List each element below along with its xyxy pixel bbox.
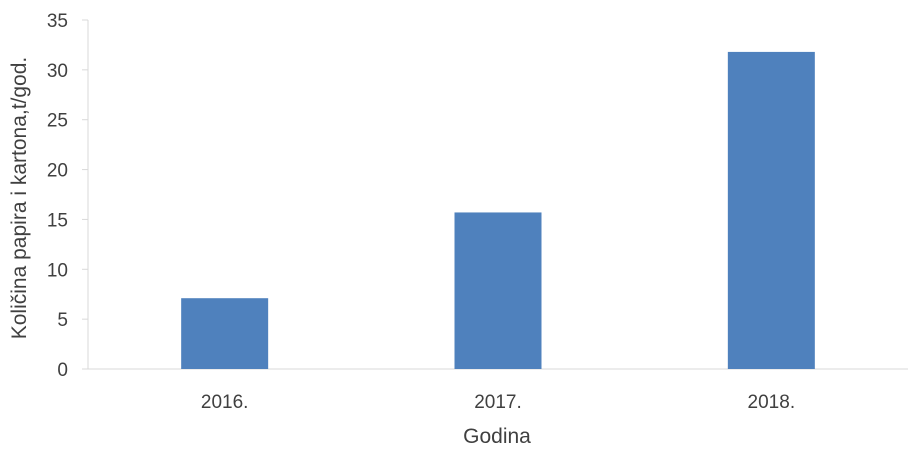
x-axis-ticks: 2016. 2017. 2018.: [201, 392, 795, 413]
x-tick-label: 2018.: [748, 392, 796, 413]
y-tick-label: 0: [57, 360, 68, 381]
bar-2018: [727, 51, 815, 370]
y-tick-label: 5: [57, 310, 68, 331]
x-tick-label: 2017.: [474, 392, 522, 413]
y-tick-label: 35: [47, 11, 68, 32]
x-tick-label: 2016.: [201, 392, 249, 413]
y-tick-label: 20: [47, 161, 68, 182]
y-tick-label: 30: [47, 61, 68, 82]
bars: [181, 51, 815, 370]
bar-2017: [454, 212, 542, 369]
bar-2016: [181, 298, 269, 369]
y-tick-label: 15: [47, 210, 68, 231]
y-axis-label: Količina papira i kartona,t/god.: [8, 57, 31, 340]
y-tick-label: 10: [47, 260, 68, 281]
y-tick-label: 25: [47, 111, 68, 132]
y-axis-ticks: 0 5 10 15 20 25 30 35: [47, 11, 88, 381]
x-axis-label: Godina: [463, 425, 531, 448]
